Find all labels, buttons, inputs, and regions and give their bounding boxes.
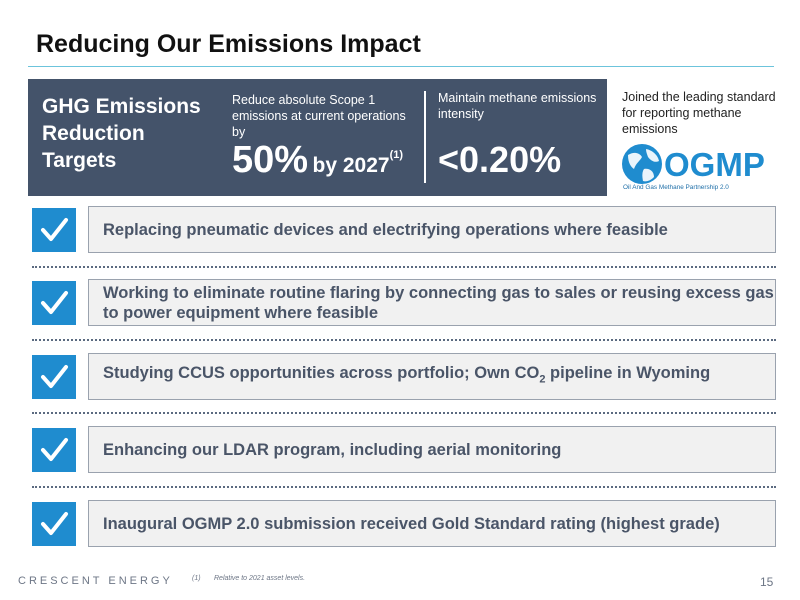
- scope1-year: by 2027: [312, 154, 390, 177]
- dotted-divider: [32, 339, 776, 341]
- title-divider: [28, 66, 774, 67]
- scope1-target-value: 50% by 2027(1): [232, 139, 403, 182]
- action-label: Studying CCUS opportunities across portf…: [103, 363, 710, 389]
- action-label: Replacing pneumatic devices and electrif…: [103, 220, 668, 239]
- checkmark-icon: [32, 281, 76, 325]
- ogmp-description: Joined the leading standard for reportin…: [622, 90, 776, 136]
- panel-divider: [424, 91, 426, 183]
- action-item: Studying CCUS opportunities across portf…: [88, 353, 776, 400]
- page-title: Reducing Our Emissions Impact: [36, 30, 421, 58]
- ghg-targets-panel: GHG Emissions Reduction Targets Reduce a…: [28, 79, 607, 196]
- dotted-divider: [32, 486, 776, 488]
- action-label-subscript: 2: [539, 373, 546, 386]
- methane-target-description: Maintain methane emissions intensity: [438, 91, 597, 121]
- action-item: Working to eliminate routine flaring by …: [88, 279, 776, 326]
- action-label: Inaugural OGMP 2.0 submission received G…: [103, 514, 720, 533]
- checkmark-icon: [32, 428, 76, 472]
- globe-icon: [622, 144, 662, 184]
- brand-logo: CRESCENT ENERGY: [18, 575, 173, 587]
- scope1-percent: 50%: [232, 139, 309, 181]
- footnote-marker: (1): [192, 575, 201, 582]
- checkmark-icon: [32, 208, 76, 252]
- action-label: Enhancing our LDAR program, including ae…: [103, 440, 562, 459]
- action-label-suffix: pipeline in Wyoming: [545, 364, 711, 383]
- dotted-divider: [32, 412, 776, 414]
- action-label: Working to eliminate routine flaring by …: [103, 283, 774, 322]
- scope1-target-description: Reduce absolute Scope 1 emissions at cur…: [232, 93, 406, 139]
- page-number: 15: [760, 575, 774, 589]
- dotted-divider: [32, 266, 776, 268]
- methane-target-value: <0.20%: [438, 139, 562, 180]
- action-label-prefix: Studying CCUS opportunities across portf…: [103, 364, 540, 383]
- ogmp-logo: OGMP Oil And Gas Methane Partnership 2.0: [622, 144, 765, 191]
- action-item: Replacing pneumatic devices and electrif…: [88, 206, 776, 253]
- action-item: Inaugural OGMP 2.0 submission received G…: [88, 500, 776, 547]
- targets-heading: GHG Emissions Reduction Targets: [42, 95, 201, 172]
- scope1-footnote-ref: (1): [389, 149, 404, 161]
- footnote-text: Relative to 2021 asset levels.: [214, 575, 306, 582]
- checkmark-icon: [32, 502, 76, 546]
- ogmp-logo-subtitle: Oil And Gas Methane Partnership 2.0: [623, 184, 729, 191]
- action-item: Enhancing our LDAR program, including ae…: [88, 426, 776, 473]
- checkmark-icon: [32, 355, 76, 399]
- ogmp-logo-text: OGMP: [664, 146, 765, 183]
